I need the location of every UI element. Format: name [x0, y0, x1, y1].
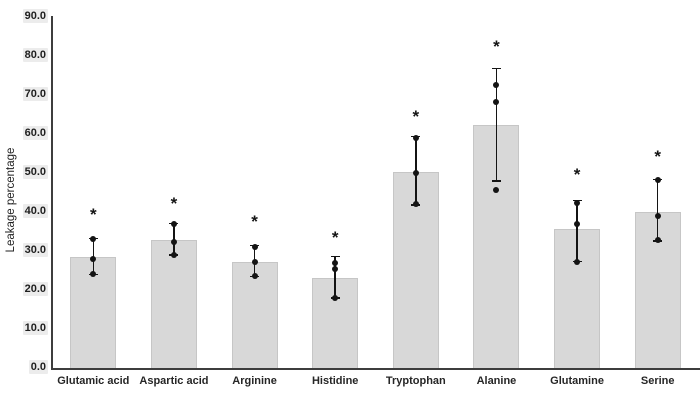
y-axis-title: Leakage percentage — [5, 147, 17, 253]
error-bar — [576, 200, 578, 262]
x-axis-label: Aspartic acid — [139, 375, 209, 387]
significance-asterisk: * — [654, 146, 661, 166]
error-cap-bottom — [491, 180, 501, 182]
data-point — [332, 265, 339, 272]
bar — [231, 261, 278, 368]
significance-asterisk: * — [251, 212, 258, 232]
x-axis-label: Arginine — [232, 375, 277, 387]
data-point — [412, 201, 419, 208]
data-point — [654, 236, 661, 243]
significance-asterisk: * — [493, 36, 500, 56]
x-axis-label: Alanine — [476, 375, 517, 387]
y-tick-label: 70.0 — [22, 87, 48, 101]
data-point — [493, 186, 500, 193]
data-point — [574, 259, 581, 266]
error-cap-top — [491, 67, 501, 70]
data-point — [493, 81, 500, 88]
significance-asterisk: * — [331, 228, 339, 248]
data-point — [574, 199, 581, 206]
bar — [150, 240, 197, 368]
plot-area: * * * * * * * * — [53, 17, 698, 368]
significance-asterisk: * — [412, 106, 420, 126]
data-point — [654, 177, 661, 184]
data-point — [170, 220, 177, 227]
data-point — [332, 260, 339, 267]
significance-asterisk: * — [573, 165, 581, 185]
y-tick-label: 30.0 — [22, 243, 48, 257]
data-point — [332, 295, 339, 302]
y-tick-label: 50.0 — [22, 165, 48, 179]
data-point — [170, 239, 177, 246]
y-tick-label: 60.0 — [22, 126, 48, 140]
x-axis-label: Glutamine — [550, 375, 604, 387]
error-bar — [334, 256, 336, 299]
data-point — [90, 255, 97, 262]
error-cap-top — [330, 255, 340, 258]
x-axis-label: Histidine — [311, 375, 359, 387]
y-tick-label: 20.0 — [22, 282, 48, 296]
y-tick-label: 10.0 — [22, 321, 48, 335]
y-axis-line — [51, 16, 53, 368]
data-point — [90, 270, 97, 277]
error-bar — [495, 68, 498, 182]
data-point — [493, 98, 500, 105]
x-axis-line — [51, 368, 700, 370]
x-axis-label: Tryptophan — [385, 375, 446, 387]
y-tick-label: 0.0 — [28, 360, 48, 374]
data-point — [251, 273, 258, 280]
data-point — [412, 170, 419, 177]
x-axis-label: Serine — [640, 375, 675, 387]
error-bar — [656, 179, 659, 241]
data-point — [251, 258, 258, 265]
significance-asterisk: * — [90, 205, 97, 225]
data-point — [654, 212, 661, 219]
y-tick-label: 90.0 — [22, 9, 48, 23]
y-tick-label: 40.0 — [22, 204, 48, 218]
data-point — [170, 251, 177, 258]
error-bar — [173, 223, 175, 255]
y-tick-label: 80.0 — [22, 48, 48, 62]
data-point — [90, 236, 97, 243]
data-point — [251, 244, 258, 251]
data-point — [412, 134, 419, 141]
x-axis-label: Glutamic acid — [57, 375, 130, 387]
significance-asterisk: * — [170, 193, 178, 213]
data-point — [574, 221, 581, 228]
